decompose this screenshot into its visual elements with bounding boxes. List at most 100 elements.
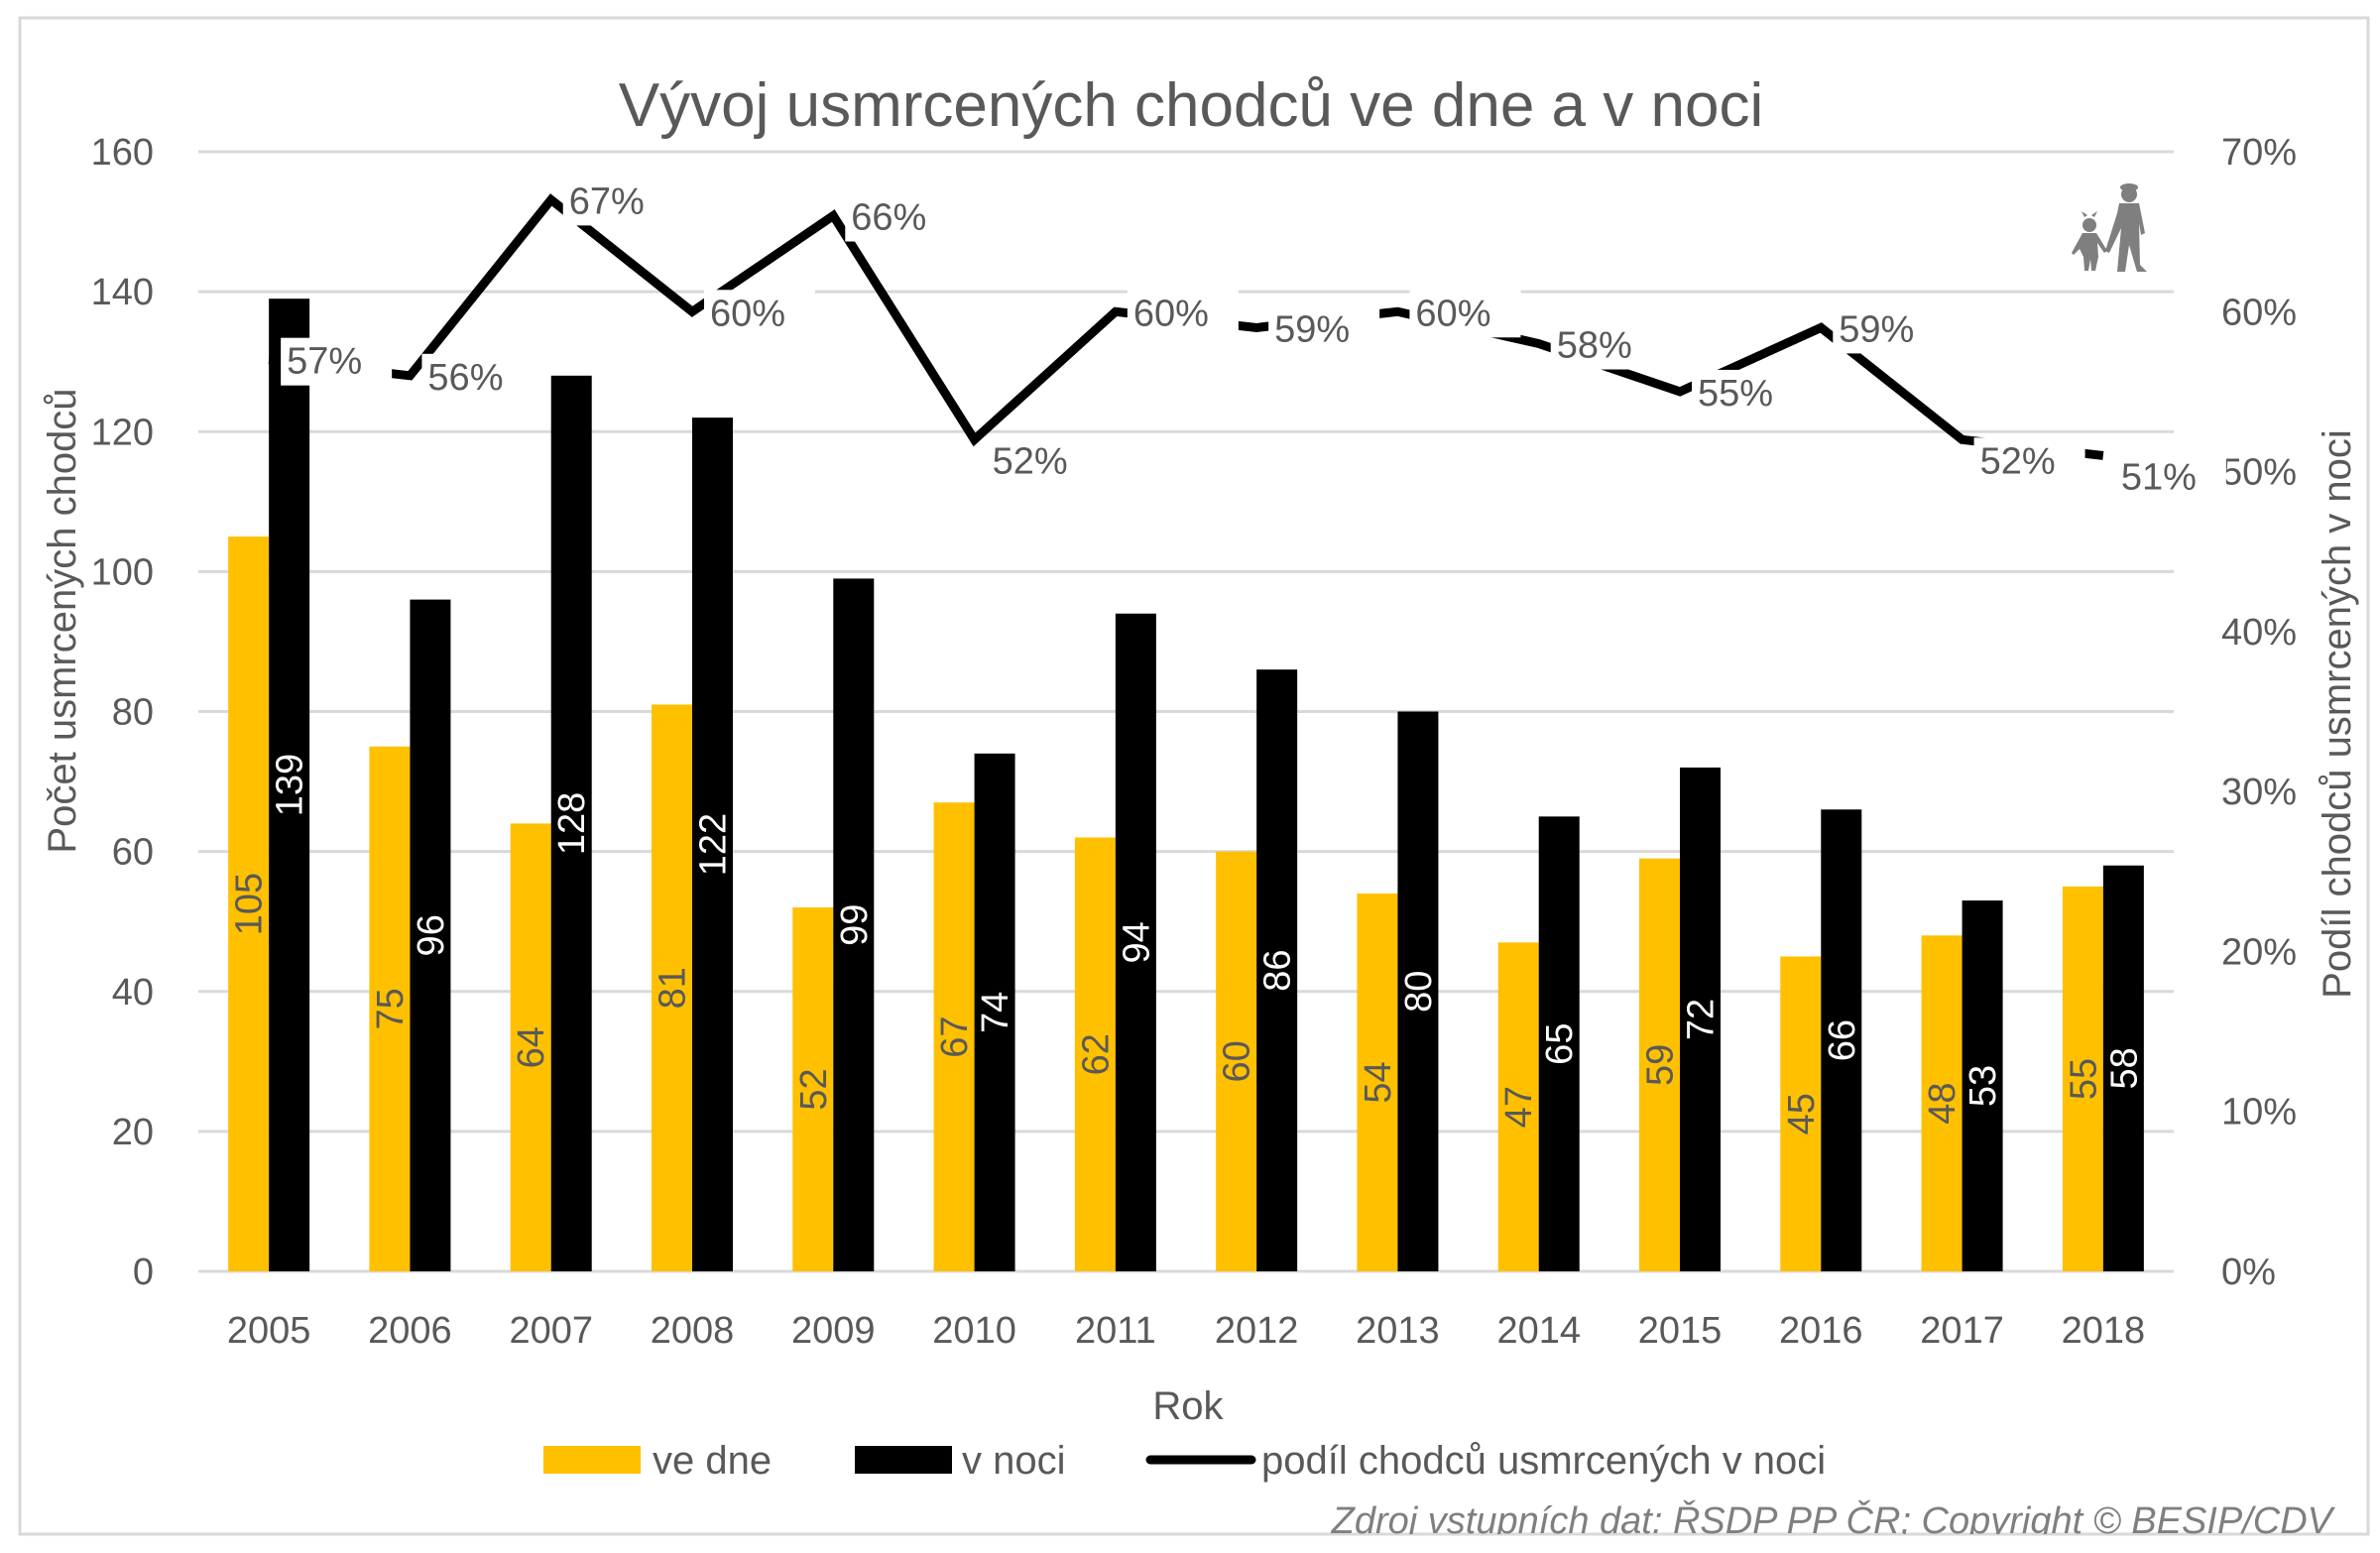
bar-day[interactable] bbox=[1074, 837, 1116, 1271]
source-credit: Zdroj vstupních dat: ŘSDP PP ČR; Copyrig… bbox=[1331, 1498, 2336, 1542]
bar-label-day: 54 bbox=[1358, 1061, 1399, 1103]
line-label-background bbox=[1550, 321, 1662, 370]
bar-day[interactable] bbox=[1780, 956, 1822, 1271]
legend-item-day[interactable]: ve dne bbox=[543, 1439, 772, 1483]
bar-night[interactable] bbox=[269, 299, 310, 1271]
line-label-background bbox=[986, 437, 1098, 486]
bar-night[interactable] bbox=[1115, 613, 1156, 1271]
bar-label-night: 122 bbox=[693, 813, 735, 876]
bar-label-day: 81 bbox=[653, 967, 694, 1009]
x-tick-label: 2005 bbox=[227, 1310, 311, 1352]
x-tick-label: 2008 bbox=[651, 1310, 735, 1352]
bar-night[interactable] bbox=[692, 418, 733, 1271]
line-data-label: 59% bbox=[1274, 308, 1350, 350]
bar-night[interactable] bbox=[1962, 900, 2003, 1271]
y-right-tick-label: 0% bbox=[2221, 1252, 2276, 1293]
chart-title: Vývoj usmrcených chodců ve dne a v noci bbox=[619, 71, 1763, 140]
bar-label-day: 55 bbox=[2063, 1058, 2104, 1100]
bar-day[interactable] bbox=[1497, 942, 1539, 1271]
bar-label-night: 128 bbox=[551, 792, 593, 855]
y-right-tick-label: 60% bbox=[2221, 292, 2297, 333]
bar-night[interactable] bbox=[1680, 767, 1721, 1271]
y-right-tick-label: 10% bbox=[2221, 1092, 2297, 1134]
y-left-tick-label: 40 bbox=[112, 972, 154, 1014]
bar-day[interactable] bbox=[1357, 893, 1398, 1271]
line-data-label: 52% bbox=[993, 440, 1068, 482]
line-label-background bbox=[1833, 305, 1945, 354]
bar-label-day: 62 bbox=[1075, 1033, 1117, 1075]
y-left-tick-label: 0 bbox=[133, 1252, 154, 1293]
bar-series bbox=[228, 299, 2144, 1271]
line-data-label: 59% bbox=[1839, 308, 1914, 350]
legend: ve dne v noci podíl chodců usmrcených v … bbox=[543, 1439, 1826, 1483]
y-left-tick-label: 80 bbox=[112, 692, 154, 734]
bar-label-night: 99 bbox=[834, 904, 876, 946]
line-data-label: 57% bbox=[287, 341, 362, 383]
bar-label-day: 60 bbox=[1217, 1040, 1258, 1082]
line-data-label: 67% bbox=[569, 180, 645, 222]
bar-label-day: 59 bbox=[1640, 1044, 1682, 1086]
y-right-tick-label: 40% bbox=[2221, 612, 2297, 654]
legend-swatch-night bbox=[855, 1446, 952, 1474]
bar-day[interactable] bbox=[228, 537, 270, 1271]
bar-label-night: 86 bbox=[1257, 949, 1299, 991]
bar-day[interactable] bbox=[1639, 858, 1680, 1271]
bar-day[interactable] bbox=[2062, 886, 2103, 1271]
line-data-label: 66% bbox=[851, 197, 926, 239]
bar-label-night: 74 bbox=[975, 992, 1016, 1033]
bar-night[interactable] bbox=[1397, 711, 1439, 1272]
bar-label-night: 80 bbox=[1398, 971, 1440, 1013]
line-data-label: 55% bbox=[1698, 373, 1773, 415]
bar-day[interactable] bbox=[933, 802, 975, 1271]
legend-item-share[interactable]: podíl chodců usmrcených v noci bbox=[1145, 1439, 1826, 1483]
y-left-tick-label: 120 bbox=[91, 412, 154, 453]
legend-label-day: ve dne bbox=[653, 1439, 772, 1483]
x-axis-ticks: 2005 2006 2007 2008 2009 2010 2011 2012 2013 2014… bbox=[227, 1310, 2145, 1352]
x-tick-label: 2011 bbox=[1075, 1310, 1156, 1352]
y-axis-left-ticks: 0 20 40 60 80 100 120 140 160 bbox=[91, 132, 154, 1293]
legend-item-night[interactable]: v noci bbox=[855, 1439, 1066, 1483]
y-axis-right-title: Podíl chodců usmrcených v noci bbox=[2316, 429, 2359, 999]
y-right-tick-label: 20% bbox=[2221, 931, 2297, 973]
bar-label-night: 66 bbox=[1822, 1019, 1863, 1061]
bar-day[interactable] bbox=[652, 704, 692, 1271]
y-right-tick-label: 30% bbox=[2221, 772, 2297, 813]
line-data-label: 60% bbox=[710, 293, 785, 334]
bar-night[interactable] bbox=[410, 599, 451, 1271]
bar-night[interactable] bbox=[2102, 865, 2144, 1271]
bar-day[interactable] bbox=[1921, 935, 1963, 1271]
bar-day[interactable] bbox=[510, 823, 551, 1271]
bar-night[interactable] bbox=[550, 375, 592, 1271]
x-tick-label: 2014 bbox=[1496, 1310, 1581, 1352]
bar-label-day: 64 bbox=[511, 1026, 552, 1068]
bar-night[interactable] bbox=[1538, 816, 1580, 1271]
x-tick-label: 2016 bbox=[1779, 1310, 1863, 1352]
bar-label-day: 67 bbox=[934, 1015, 976, 1057]
y-right-tick-label: 70% bbox=[2221, 132, 2297, 174]
x-tick-label: 2015 bbox=[1638, 1310, 1723, 1352]
line-data-label: 56% bbox=[427, 357, 503, 399]
pedestrian-adult-child-icon bbox=[2072, 183, 2147, 272]
bar-label-day: 48 bbox=[1922, 1083, 1964, 1125]
bar-night[interactable] bbox=[1821, 809, 1862, 1271]
line-label-background bbox=[1268, 305, 1380, 354]
line-label-background bbox=[1692, 369, 1803, 418]
bar-label-night: 58 bbox=[2103, 1047, 2145, 1089]
bar-label-night: 96 bbox=[411, 914, 452, 956]
bar-night[interactable] bbox=[974, 753, 1015, 1271]
legend-label-night: v noci bbox=[962, 1439, 1066, 1483]
y-left-tick-label: 20 bbox=[112, 1112, 154, 1153]
legend-swatch-day bbox=[543, 1446, 641, 1474]
bar-label-day: 45 bbox=[1781, 1093, 1823, 1135]
bar-day[interactable] bbox=[792, 907, 834, 1271]
bar-night[interactable] bbox=[1256, 669, 1298, 1271]
bar-day[interactable] bbox=[369, 746, 411, 1271]
bar-label-day: 105 bbox=[229, 873, 271, 935]
bar-label-night: 72 bbox=[1681, 999, 1723, 1040]
bar-night[interactable] bbox=[833, 578, 875, 1271]
x-tick-label: 2006 bbox=[368, 1310, 452, 1352]
line-label-background bbox=[1127, 290, 1239, 338]
bar-day[interactable] bbox=[1216, 851, 1257, 1271]
